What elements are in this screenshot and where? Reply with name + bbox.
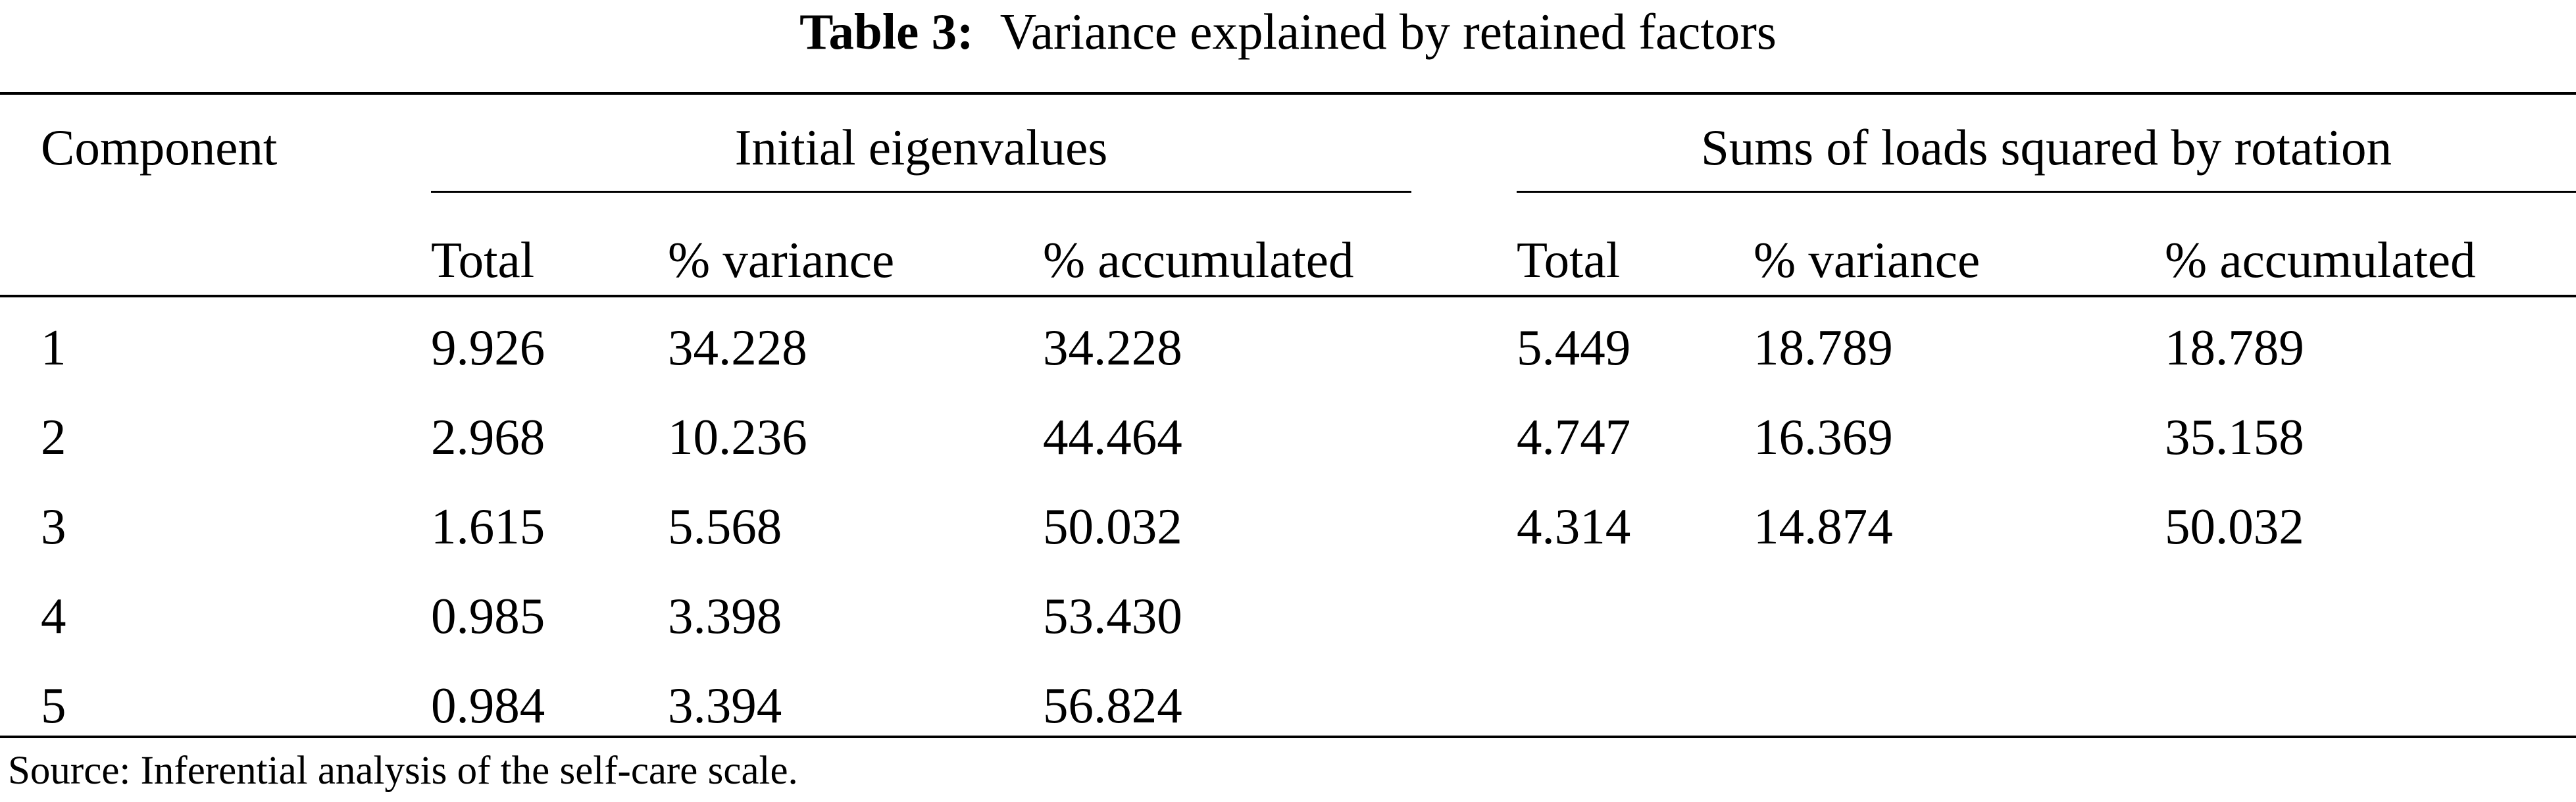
cell-accumulated-initial: 44.464 <box>1043 409 1182 465</box>
cell-variance-rotation: 14.874 <box>1754 498 1893 555</box>
header-accumulated-initial: % accumulated <box>1043 232 1354 288</box>
top-rule <box>0 92 2576 95</box>
cell-accumulated-initial: 34.228 <box>1043 319 1182 376</box>
cell-accumulated-initial: 53.430 <box>1043 588 1182 644</box>
cell-total-initial: 0.985 <box>431 588 545 644</box>
cell-component: 1 <box>41 319 66 376</box>
cell-component: 4 <box>41 588 66 644</box>
cell-total-initial: 2.968 <box>431 409 545 465</box>
cell-total-initial: 0.984 <box>431 677 545 734</box>
header-variance-rotation: % variance <box>1754 232 1981 288</box>
cell-component: 5 <box>41 677 66 734</box>
cell-total-rotation: 4.314 <box>1517 498 1631 555</box>
cell-total-rotation: 5.449 <box>1517 319 1631 376</box>
cell-component: 3 <box>41 498 66 555</box>
header-initial-eigenvalues: Initial eigenvalues <box>734 119 1108 176</box>
header-rotation-sums: Sums of loads squared by rotation <box>1700 119 2392 176</box>
cell-variance-initial: 34.228 <box>668 319 807 376</box>
table-number: Table 3: <box>799 3 974 60</box>
header-rule <box>0 295 2576 297</box>
cell-component: 2 <box>41 409 66 465</box>
cell-total-rotation: 4.747 <box>1517 409 1631 465</box>
cell-variance-initial: 3.398 <box>668 588 782 644</box>
cell-accumulated-initial: 50.032 <box>1043 498 1182 555</box>
cell-accumulated-initial: 56.824 <box>1043 677 1182 734</box>
table-title: Variance explained by retained factors <box>999 3 1777 60</box>
header-accumulated-rotation: % accumulated <box>2165 232 2476 288</box>
cell-variance-initial: 10.236 <box>668 409 807 465</box>
cell-variance-initial: 5.568 <box>668 498 782 555</box>
header-total-rotation: Total <box>1517 232 1621 288</box>
cell-accumulated-rotation: 18.789 <box>2165 319 2304 376</box>
header-variance-initial: % variance <box>668 232 895 288</box>
table-caption: Table 3: Variance explained by retained f… <box>0 0 2576 66</box>
cell-accumulated-rotation: 50.032 <box>2165 498 2304 555</box>
cell-total-initial: 1.615 <box>431 498 545 555</box>
header-component: Component <box>41 119 278 176</box>
cell-variance-initial: 3.394 <box>668 677 782 734</box>
cell-accumulated-rotation: 35.158 <box>2165 409 2304 465</box>
cell-total-initial: 9.926 <box>431 319 545 376</box>
header-total-initial: Total <box>431 232 535 288</box>
cell-variance-rotation: 18.789 <box>1754 319 1893 376</box>
initial-group-rule <box>431 191 1411 193</box>
table-source-note: Source: Inferential analysis of the self… <box>8 749 798 793</box>
bottom-rule <box>0 736 2576 738</box>
cell-variance-rotation: 16.369 <box>1754 409 1893 465</box>
rotation-group-rule <box>1517 191 2576 193</box>
